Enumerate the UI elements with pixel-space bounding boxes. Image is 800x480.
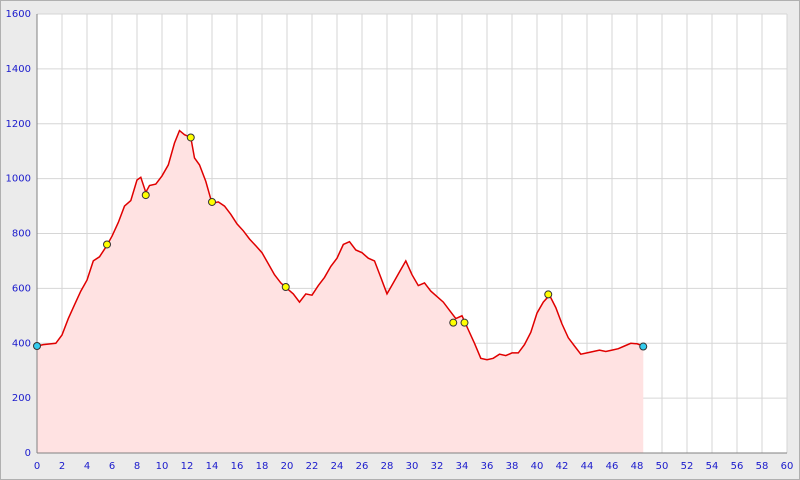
x-tick-label: 22 <box>306 461 319 472</box>
waypoint-marker <box>208 197 216 206</box>
y-tick-label: 400 <box>12 338 31 349</box>
endpoint-marker <box>639 342 648 351</box>
x-tick-label: 12 <box>181 461 194 472</box>
x-tick-label: 0 <box>34 461 40 472</box>
x-tick-label: 36 <box>481 461 494 472</box>
x-tick-label: 46 <box>606 461 619 472</box>
x-tick-label: 4 <box>84 461 90 472</box>
waypoint-marker <box>281 283 290 292</box>
waypoint-marker <box>544 290 553 299</box>
x-tick-label: 18 <box>256 461 269 472</box>
x-tick-label: 20 <box>281 461 294 472</box>
y-tick-label: 1000 <box>6 174 31 185</box>
x-tick-label: 52 <box>681 461 694 472</box>
x-tick-label: 6 <box>109 461 115 472</box>
waypoint-marker <box>186 133 195 142</box>
x-tick-label: 38 <box>506 461 519 472</box>
x-tick-label: 56 <box>731 461 744 472</box>
x-tick-label: 40 <box>531 461 544 472</box>
waypoint-marker <box>449 318 458 327</box>
y-tick-label: 800 <box>12 229 31 240</box>
y-tick-label: 1600 <box>6 9 31 20</box>
x-tick-label: 26 <box>356 461 369 472</box>
y-tick-label: 1400 <box>6 64 31 75</box>
x-tick-label: 10 <box>156 461 169 472</box>
y-tick-label: 0 <box>25 448 31 459</box>
y-tick-label: 1200 <box>6 119 31 130</box>
y-tick-label: 600 <box>12 283 31 294</box>
x-tick-label: 58 <box>756 461 769 472</box>
x-tick-label: 30 <box>406 461 419 472</box>
waypoint-marker <box>103 240 111 249</box>
x-tick-label: 50 <box>656 461 669 472</box>
x-tick-label: 48 <box>631 461 644 472</box>
x-tick-label: 34 <box>456 461 469 472</box>
x-tick-label: 32 <box>431 461 444 472</box>
x-tick-label: 42 <box>556 461 569 472</box>
x-tick-label: 16 <box>231 461 244 472</box>
x-tick-label: 28 <box>381 461 394 472</box>
x-tick-label: 14 <box>206 461 219 472</box>
x-tick-label: 2 <box>59 461 65 472</box>
x-tick-label: 8 <box>134 461 140 472</box>
x-tick-label: 44 <box>581 461 594 472</box>
elevation-line <box>36 129 644 361</box>
x-tick-label: 54 <box>706 461 719 472</box>
waypoint-marker <box>460 318 469 327</box>
waypoint-marker <box>141 191 150 200</box>
x-tick-label: 24 <box>331 461 344 472</box>
x-tick-label: 60 <box>781 461 794 472</box>
area-fill <box>37 130 644 453</box>
endpoint-marker <box>33 341 41 350</box>
y-tick-label: 200 <box>12 393 31 404</box>
